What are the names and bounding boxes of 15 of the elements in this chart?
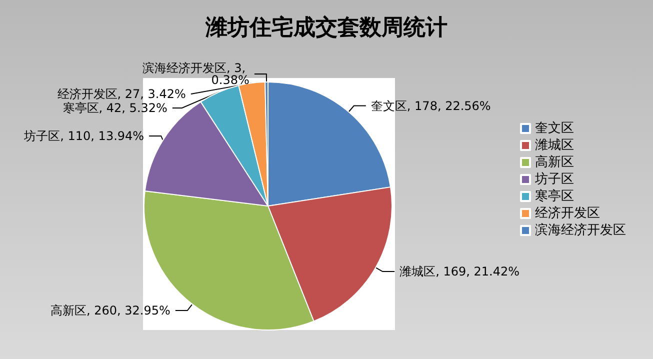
data-label: 高新区, 260, 32.95%: [50, 304, 170, 318]
data-label: 潍城区, 169, 21.42%: [400, 264, 520, 279]
data-label: 坊子区, 110, 13.94%: [23, 128, 144, 143]
legend-label: 坊子区: [534, 172, 574, 187]
data-label: 寒亭区, 42, 5.32%: [62, 101, 168, 116]
legend-label: 高新区: [535, 154, 574, 170]
legend-label: 潍城区: [535, 138, 574, 153]
legend-label: 滨海经济开发区: [535, 222, 626, 238]
legend-label: 奎文区: [535, 121, 574, 136]
chart-title: 潍坊住宅成交套数周统计: [204, 14, 448, 40]
legend-label: 寒亭区: [535, 188, 574, 204]
data-label: 经济开发区, 27, 3.42%: [57, 87, 186, 102]
data-label: 滨海经济开发区, 3, 0.38%: [142, 61, 250, 88]
legend-label: 经济开发区: [535, 206, 600, 221]
data-label: 奎文区, 178, 22.56%: [370, 98, 491, 113]
